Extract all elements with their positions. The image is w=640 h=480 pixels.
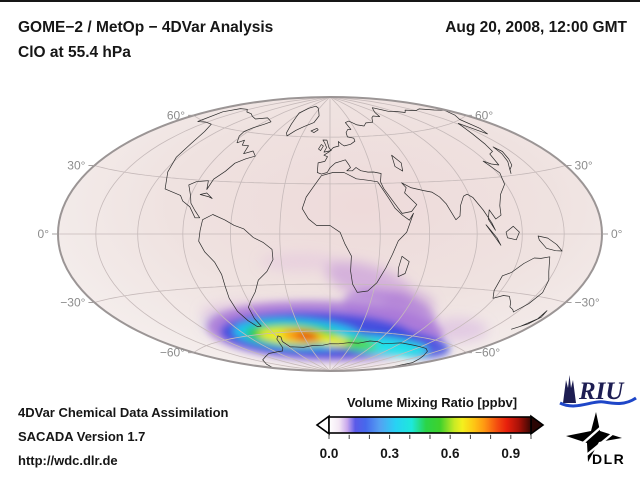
lat-label-left-60: 60° [167, 108, 185, 122]
colorbar-gradient-bar [328, 416, 532, 434]
riu-cathedral-icon [563, 375, 576, 403]
colorbar-title: Volume Mixing Ratio [ppbv] [346, 395, 518, 410]
title-line-1: GOME−2 / MetOp − 4DVar Analysis [18, 19, 274, 36]
dlr-logo-text: DLR [592, 451, 625, 467]
lat-label-left--60: −60° [160, 346, 185, 360]
colorbar [315, 414, 545, 439]
colorbar-tick-0.6: 0.6 [440, 446, 460, 461]
colorbar-left-arrow [315, 414, 330, 436]
lat-label-left-0: 0° [38, 227, 50, 241]
riu-logo: RIU [558, 372, 638, 415]
dlr-star-slash-2 [582, 429, 618, 459]
header-datetime: Aug 20, 2008, 12:00 GMT [445, 19, 627, 36]
graticule-grid [58, 97, 602, 371]
credit-line-3: http://wdc.dlr.de [18, 453, 118, 468]
lat-label-right-0: 0° [611, 227, 623, 241]
latitude-labels: 60° 60° 30° 30° 0° 0° −30° −30° −60° −60° [38, 108, 623, 359]
lat-label-left-30: 30° [67, 159, 85, 173]
dlr-logo: DLR [562, 410, 638, 475]
credits-block: 4DVar Chemical Data Assimilation SACADA … [18, 401, 229, 473]
dlr-star-slash-1 [573, 420, 609, 452]
credit-line-1: 4DVar Chemical Data Assimilation [18, 405, 229, 420]
lat-label-left--30: −30° [60, 296, 85, 310]
lat-label-right--30: −30° [575, 296, 600, 310]
title-line-2: ClO at 55.4 hPa [18, 44, 131, 61]
header-title: GOME−2 / MetOp − 4DVar Analysis ClO at 5… [18, 15, 273, 65]
colorbar-minor-ticks [328, 434, 532, 439]
credit-line-2: SACADA Version 1.7 [18, 429, 146, 444]
colorbar-tick-0.0: 0.0 [319, 446, 339, 461]
colorbar-tick-0.9: 0.9 [501, 446, 521, 461]
dlr-star-icon [566, 412, 622, 462]
coastlines [164, 105, 563, 369]
colorbar-tick-labels: 0.0 0.3 0.6 0.9 [303, 446, 563, 462]
lat-label-right--60: −60° [475, 346, 500, 360]
colorbar-right-arrow [530, 414, 545, 436]
lat-label-right-60: 60° [475, 108, 493, 122]
top-border-strip [0, 0, 640, 2]
colorbar-tick-0.3: 0.3 [380, 446, 399, 461]
lat-label-right-30: 30° [575, 159, 593, 173]
riu-wave-icon [559, 396, 637, 408]
